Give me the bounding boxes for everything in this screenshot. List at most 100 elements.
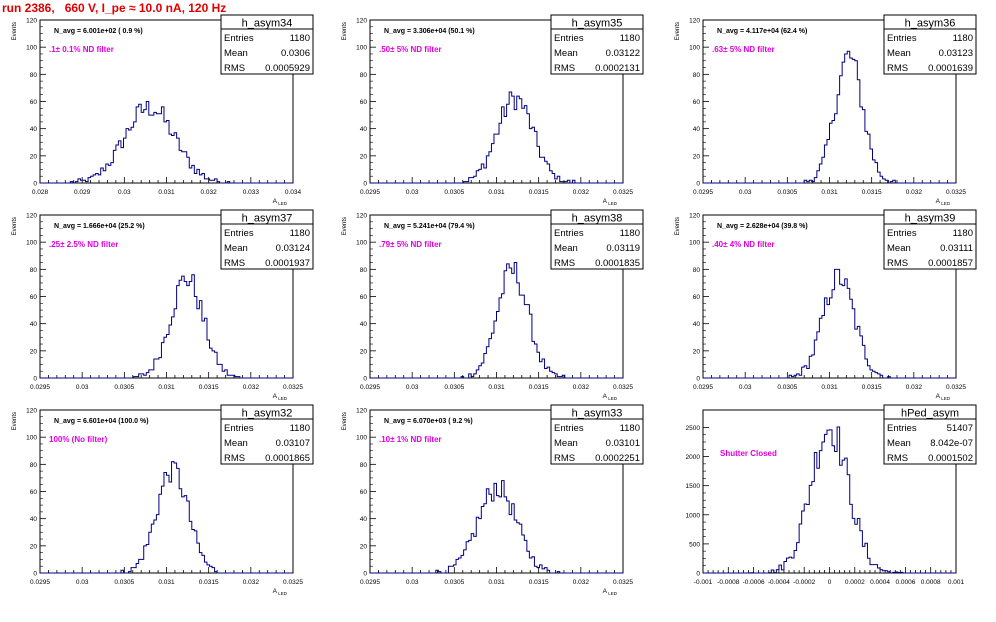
x-tick-label: 0.028: [32, 189, 49, 196]
x-axis-label-main: A: [273, 393, 278, 400]
x-tick-label: 0.0315: [199, 579, 219, 586]
y-tick-label: 80: [360, 72, 368, 79]
y-tick-label: 500: [689, 541, 700, 548]
x-axis-label: A LED: [936, 393, 951, 401]
x-tick-label: 0.031: [488, 579, 505, 586]
x-tick-label: 0.032: [573, 579, 590, 586]
y-tick-label: 100: [26, 45, 37, 52]
y-tick-label: 80: [360, 267, 368, 274]
stats-rms-value: 0.0002251: [595, 453, 640, 464]
x-tick-label: 0.0004: [870, 579, 890, 586]
x-tick-label: 0.0315: [862, 384, 882, 391]
x-tick-label: 0.031: [821, 384, 838, 391]
x-tick-label: 0.03: [118, 189, 131, 196]
stats-rms-label: RMS: [224, 258, 245, 269]
stats-rms-value: 0.0001865: [265, 453, 310, 464]
stats-entries-label: Entries: [554, 423, 584, 434]
stats-entries-value: 1180: [620, 423, 640, 434]
filter-label: .10± 1% ND filter: [379, 435, 442, 444]
y-tick-label: 60: [360, 99, 368, 106]
stats-title: h_asym33: [572, 408, 623, 420]
x-axis-label: A LED: [603, 198, 618, 206]
y-tick-label: 40: [693, 126, 701, 133]
stats-entries-label: Entries: [554, 33, 584, 44]
stats-rms-value: 0.0001857: [928, 258, 973, 269]
y-axis-label: Events: [342, 412, 348, 430]
stats-mean-value: 0.0306: [281, 48, 310, 59]
stats-rms-label: RMS: [887, 63, 908, 74]
y-tick-label: 120: [26, 18, 37, 25]
x-tick-label: -0.0002: [793, 579, 815, 586]
stats-entries-value: 1180: [620, 228, 640, 239]
y-axis-label: Events: [12, 22, 18, 40]
x-tick-label: 0.03: [739, 189, 752, 196]
stats-title: h_asym32: [242, 408, 293, 420]
stats-rms-label: RMS: [554, 453, 575, 464]
x-axis-label-main: A: [936, 198, 941, 205]
stats-entries-value: 1180: [290, 228, 310, 239]
y-tick-label: 120: [356, 18, 367, 25]
histogram-line: [370, 480, 623, 574]
histogram-panel-h_asym38: 0.0295 0.03 0.0305 0.031 0.0315 0.032 0.0325 0 2…: [342, 209, 644, 401]
x-tick-label: -0.0004: [768, 579, 790, 586]
stats-mean-label: Mean: [554, 243, 578, 254]
x-tick-label: 0.0315: [529, 579, 549, 586]
x-tick-label: 0.0295: [693, 384, 713, 391]
stats-mean-value: 0.03124: [276, 243, 310, 254]
x-tick-label: 0.03: [76, 384, 89, 391]
x-tick-label: 0.032: [201, 189, 218, 196]
x-tick-label: 0.0002: [845, 579, 865, 586]
stats-entries-label: Entries: [887, 33, 917, 44]
stats-rms-label: RMS: [224, 63, 245, 74]
stats-mean-value: 0.03107: [276, 438, 310, 449]
x-axis-label-sub: LED: [277, 201, 288, 206]
x-tick-label: 0.0295: [360, 579, 380, 586]
x-tick-label: 0.032: [906, 384, 923, 391]
x-tick-label: 0.0325: [283, 579, 303, 586]
y-tick-label: 0: [363, 376, 367, 383]
x-tick-label: -0.0008: [717, 579, 739, 586]
navg-label: N_avg = 1.666e+04 (25.2 %): [54, 223, 145, 230]
stats-box: [220, 404, 314, 465]
x-tick-label: 0.03: [739, 384, 752, 391]
x-tick-label: 0.032: [573, 384, 590, 391]
y-tick-label: 60: [30, 99, 38, 106]
x-tick-label: 0.03: [406, 384, 419, 391]
x-tick-label: -0.001: [694, 579, 713, 586]
x-tick-label: 0.0325: [283, 384, 303, 391]
y-tick-label: 20: [693, 153, 701, 160]
x-tick-label: 0.0325: [613, 384, 633, 391]
histogram-panel-h_asym34: 0.028 0.029 0.03 0.031 0.032 0.033 0.034 0 20 40 6…: [12, 14, 314, 206]
stats-mean-label: Mean: [887, 243, 911, 254]
navg-label: N_avg = 6.601e+04 (100.0 %): [54, 418, 149, 425]
x-tick-label: 0.032: [573, 189, 590, 196]
histogram-panel-h_asym37: 0.0295 0.03 0.0305 0.031 0.0315 0.032 0.0325 0 2…: [12, 209, 314, 401]
stats-entries-label: Entries: [224, 423, 254, 434]
y-tick-label: 120: [356, 213, 367, 220]
stats-rms-value: 0.0001937: [265, 258, 310, 269]
y-tick-label: 40: [693, 321, 701, 328]
histogram-line: [703, 426, 956, 574]
histogram-line: [40, 101, 293, 184]
histogram-line: [40, 461, 293, 574]
x-tick-label: 0.0325: [613, 189, 633, 196]
y-tick-label: 20: [30, 348, 38, 355]
y-tick-label: 40: [360, 321, 368, 328]
filter-label: .50± 5% ND filter: [379, 45, 442, 54]
stats-mean-label: Mean: [554, 48, 578, 59]
x-tick-label: 0.0295: [360, 384, 380, 391]
x-tick-label: 0.0325: [946, 384, 966, 391]
x-tick-label: 0.0315: [862, 189, 882, 196]
y-tick-label: 60: [693, 294, 701, 301]
x-axis-label-main: A: [603, 198, 608, 205]
stats-box: [883, 209, 977, 270]
x-axis-label-sub: LED: [277, 591, 288, 596]
histogram-line: [370, 262, 623, 379]
y-tick-label: 80: [693, 267, 701, 274]
x-tick-label: 0.031: [158, 384, 175, 391]
stats-mean-label: Mean: [224, 48, 248, 59]
x-tick-label: -0.0006: [743, 579, 765, 586]
x-tick-label: 0.001: [948, 579, 965, 586]
y-tick-label: 80: [30, 462, 38, 469]
